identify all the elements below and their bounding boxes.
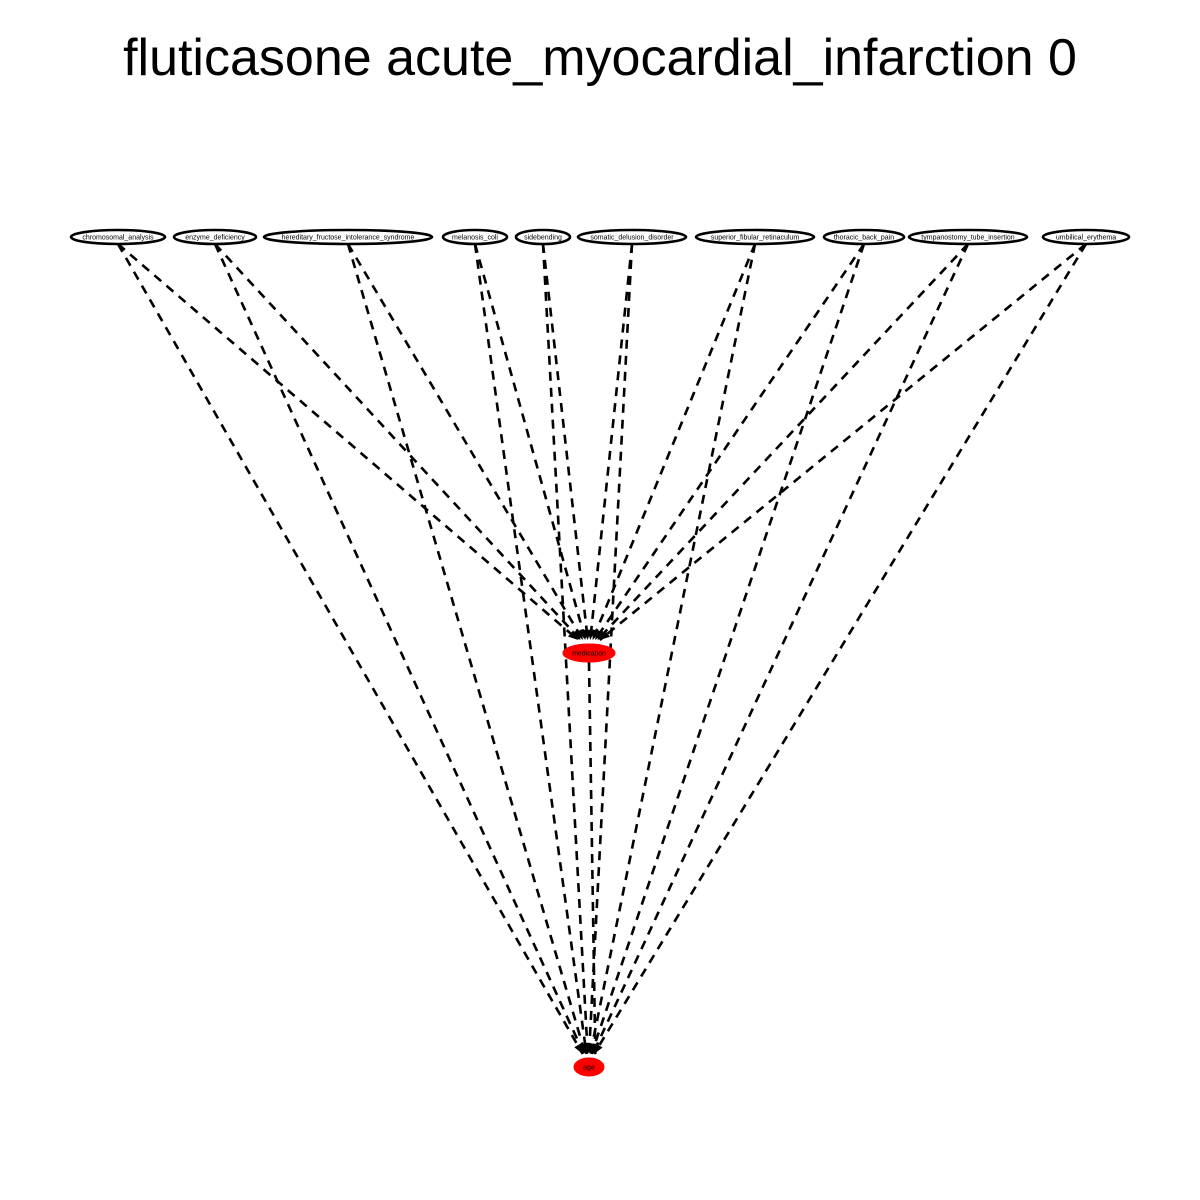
edge-umbilical_erythema-to-medication [598,242,1087,642]
node-hereditary_fructose_intolerance_syndrome: hereditary_fructose_intolerance_syndrome [262,228,434,246]
node-label-enzyme_deficiency: enzyme_deficiency [185,234,245,241]
edge-somatic_delusion_disorder-to-medication [588,243,634,641]
node-ellipse-medication [562,643,616,663]
edge-hereditary_fructose_intolerance_syndrome-to-age [346,243,587,1055]
node-ellipse-umbilical_erythema [1041,228,1131,246]
node-ellipse-tympanostomy_tube_insertion [907,228,1029,246]
node-age: age [573,1057,605,1077]
edge-melanosis_coli-to-medication [473,243,587,641]
node-label-chromosomal_analysis: chromosomal_analysis [82,234,154,241]
node-label-melanosis_coli: melanosis_coli [452,234,498,241]
arrowhead-medication-to-age [591,1043,600,1054]
node-label-hereditary_fructose_intolerance_syndrome: hereditary_fructose_intolerance_syndrome [282,234,415,241]
node-ellipse-sidebending [514,228,572,246]
node-ellipse-age [573,1057,605,1077]
edge-superior_fibular_retinaculum-to-age [588,243,757,1055]
edge-chromosomal_analysis-to-age [116,243,584,1055]
node-label-umbilical_erythema: umbilical_erythema [1056,234,1116,241]
edge-thoracic_back_pain-to-age [590,243,866,1055]
node-somatic_delusion_disorder: somatic_delusion_disorder [576,228,688,246]
arrowheads-layer [568,629,611,1054]
edge-enzyme_deficiency-to-age [213,243,586,1055]
edge-melanosis_coli-to-age [473,243,588,1055]
edges-layer [116,242,1088,1055]
edge-enzyme_deficiency-to-medication [214,243,582,641]
edge-chromosomal_analysis-to-medication [117,243,580,641]
node-ellipse-melanosis_coli [441,228,509,246]
edge-superior_fibular_retinaculum-to-medication [591,243,757,641]
node-superior_fibular_retinaculum: superior_fibular_retinaculum [694,228,816,246]
node-ellipse-chromosomal_analysis [69,228,167,246]
edge-medication-to-age [587,661,597,1055]
node-label-tympanostomy_tube_insertion: tympanostomy_tube_insertion [921,234,1014,241]
node-medication: medication [562,643,616,663]
node-enzyme_deficiency: enzyme_deficiency [172,228,258,246]
node-label-age: age [583,1064,595,1071]
node-label-superior_fibular_retinaculum: superior_fibular_retinaculum [711,234,799,241]
node-melanosis_coli: melanosis_coli [441,228,509,246]
node-thoracic_back_pain: thoracic_back_pain [822,228,906,246]
node-label-somatic_delusion_disorder: somatic_delusion_disorder [590,234,674,241]
page-title: fluticasone acute_myocardial_infarction … [123,29,1077,87]
edge-tympanostomy_tube_insertion-to-age [591,243,970,1055]
node-ellipse-enzyme_deficiency [172,228,258,246]
edge-tympanostomy_tube_insertion-to-medication [596,243,969,641]
node-ellipse-superior_fibular_retinaculum [694,228,816,246]
node-ellipse-somatic_delusion_disorder [576,228,688,246]
node-label-sidebending: sidebending [524,234,562,241]
node-ellipse-hereditary_fructose_intolerance_syndrome [262,228,434,246]
node-umbilical_erythema: umbilical_erythema [1041,228,1131,246]
node-ellipse-thoracic_back_pain [822,228,906,246]
arrowhead-enzyme_deficiency-to-medication [570,629,581,640]
node-label-medication: medication [572,650,606,657]
arrowhead-tympanostomy_tube_insertion-to-medication [597,630,608,640]
arrowhead-umbilical_erythema-to-medication [599,630,611,640]
edge-hereditary_fructose_intolerance_syndrome-to-medication [346,243,585,641]
edge-sidebending-to-medication [541,243,590,641]
node-tympanostomy_tube_insertion: tympanostomy_tube_insertion [907,228,1029,246]
nodes-layer: chromosomal_analysis enzyme_deficiency her… [69,228,1131,1077]
node-chromosomal_analysis: chromosomal_analysis [69,228,167,246]
edge-umbilical_erythema-to-age [592,243,1088,1055]
node-sidebending: sidebending [514,228,572,246]
node-label-thoracic_back_pain: thoracic_back_pain [834,234,894,241]
